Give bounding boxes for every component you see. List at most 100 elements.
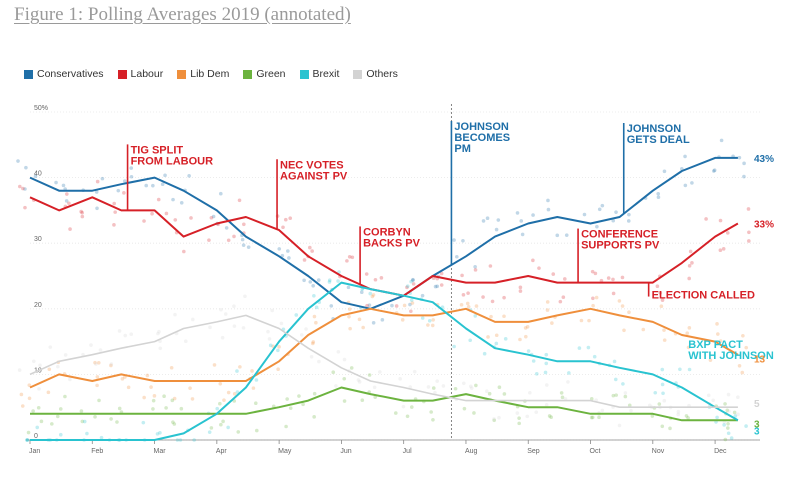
legend-item: Conservatives: [24, 68, 104, 80]
poll-dot: [54, 180, 58, 185]
poll-dot: [129, 166, 134, 170]
poll-dot: [95, 206, 99, 211]
poll-dot: [726, 392, 731, 397]
poll-dot: [614, 393, 618, 397]
poll-dot: [430, 323, 435, 328]
end-value-label: 13: [754, 355, 766, 366]
poll-dot: [240, 237, 245, 242]
poll-dot: [64, 199, 69, 203]
x-tick-label: May: [278, 448, 292, 455]
poll-dot: [733, 414, 738, 418]
poll-dot: [27, 383, 32, 387]
poll-dot: [459, 303, 464, 307]
legend-swatch: [24, 69, 33, 79]
end-value-label: 3: [754, 419, 760, 430]
poll-dot: [79, 409, 84, 413]
poll-dot: [687, 264, 692, 268]
poll-dot: [26, 430, 31, 435]
series-line-brexit: [30, 281, 739, 441]
poll-dot: [592, 354, 597, 359]
poll-dot: [371, 321, 376, 325]
poll-dot: [599, 278, 604, 283]
poll-dot: [192, 438, 196, 442]
poll-dot: [662, 398, 667, 403]
poll-dot: [31, 409, 35, 413]
poll-dot: [156, 197, 161, 202]
poll-dot: [562, 277, 567, 281]
poll-dot: [63, 353, 68, 357]
poll-dot: [126, 385, 131, 390]
poll-dot: [429, 410, 433, 414]
poll-dot: [224, 226, 229, 230]
poll-dot: [360, 398, 365, 403]
poll-dot: [329, 304, 334, 308]
poll-dot: [485, 216, 490, 220]
poll-dot: [466, 291, 470, 295]
poll-dot: [80, 419, 85, 424]
poll-dot: [356, 378, 361, 382]
poll-dot: [183, 339, 188, 343]
poll-dot: [727, 409, 731, 413]
poll-dot: [647, 403, 652, 408]
poll-dot: [212, 363, 217, 367]
poll-dot: [474, 304, 479, 308]
poll-dot: [492, 417, 496, 421]
poll-dot: [591, 303, 595, 308]
poll-dot: [744, 424, 748, 428]
poll-dot: [99, 435, 104, 440]
poll-dot: [686, 416, 690, 420]
poll-dot: [686, 345, 691, 350]
poll-dot: [462, 406, 467, 411]
end-value-label: 3: [754, 426, 760, 437]
legend-swatch: [243, 69, 253, 79]
annotation-label: TIG SPLIT: [131, 144, 184, 156]
poll-dot: [502, 295, 506, 300]
poll-dot: [411, 278, 415, 283]
poll-dot: [560, 395, 565, 400]
poll-dot: [656, 191, 661, 196]
poll-dot: [236, 430, 241, 434]
poll-dot: [215, 406, 220, 411]
poll-dot: [284, 424, 288, 429]
poll-dot: [58, 432, 63, 437]
poll-dot: [496, 218, 501, 222]
figure-title: Figure 1: Polling Averages 2019 (annotat…: [14, 4, 351, 25]
poll-dot: [737, 364, 742, 368]
poll-dot: [17, 368, 22, 372]
poll-dot: [371, 293, 376, 297]
poll-dot: [708, 358, 713, 362]
poll-dot: [433, 284, 438, 289]
poll-dot: [473, 314, 478, 318]
poll-dot: [364, 272, 369, 276]
poll-dot: [68, 227, 72, 231]
poll-dot: [117, 406, 122, 411]
poll-dot: [368, 291, 373, 296]
poll-dot: [497, 385, 502, 390]
poll-dot: [736, 412, 740, 417]
poll-dot: [725, 231, 730, 235]
poll-dot: [494, 333, 499, 338]
poll-dot: [546, 207, 551, 212]
poll-dot: [157, 329, 161, 334]
poll-dot: [465, 301, 470, 306]
poll-dot: [613, 377, 618, 382]
poll-dot: [58, 407, 63, 411]
poll-dot: [621, 382, 625, 386]
poll-dot: [241, 243, 246, 247]
poll-dot: [658, 291, 663, 295]
poll-dot: [543, 370, 548, 375]
poll-dot: [97, 398, 101, 403]
poll-dot: [595, 224, 599, 229]
poll-dot: [287, 256, 291, 260]
poll-dot: [612, 359, 617, 364]
poll-dot: [431, 386, 436, 390]
legend-label: Lib Dem: [190, 68, 230, 80]
poll-dot: [726, 431, 731, 436]
poll-dot: [151, 407, 155, 411]
poll-dot: [85, 431, 89, 436]
poll-dot: [656, 195, 661, 200]
poll-dot: [525, 325, 530, 329]
annotation-label: NEC VOTES: [280, 159, 344, 171]
poll-dot: [226, 238, 231, 243]
poll-dot: [502, 392, 507, 396]
